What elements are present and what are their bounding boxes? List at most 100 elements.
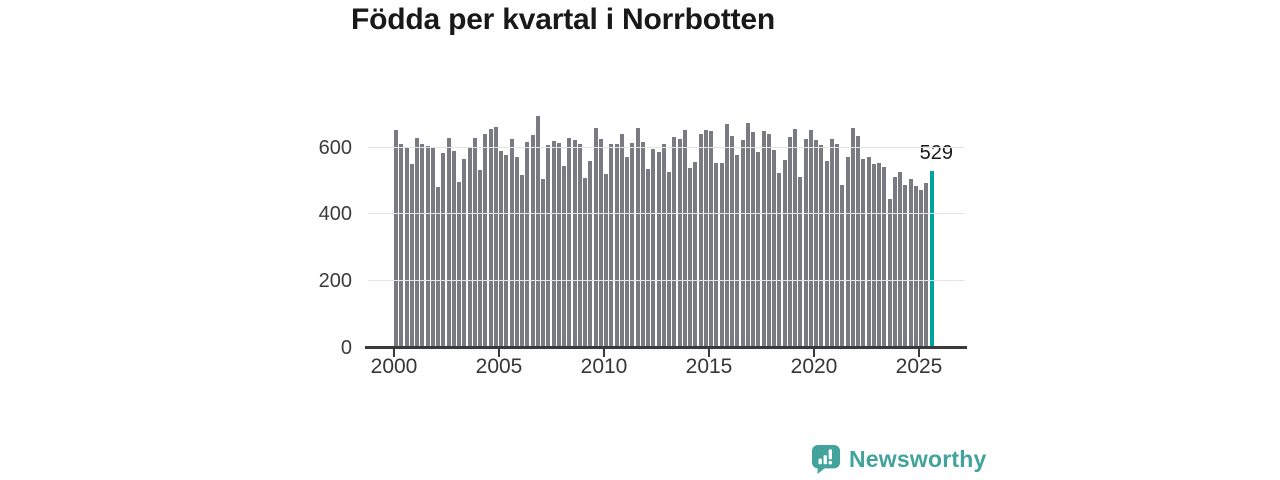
bar-quarter	[656, 151, 661, 348]
bar-quarter	[682, 130, 687, 348]
x-tick-2010	[603, 348, 605, 357]
bar-quarter	[819, 144, 824, 348]
x-tick-label-2015: 2015	[685, 354, 733, 378]
bar-quarter	[677, 139, 682, 348]
bar-quarter	[871, 164, 876, 348]
bar-quarter	[551, 140, 556, 348]
bar-quarter	[493, 126, 498, 348]
bar-quarter	[488, 129, 493, 348]
bar-quarter	[877, 162, 881, 348]
bar-quarter	[530, 134, 535, 348]
bar-quarter	[829, 139, 834, 348]
bar-quarter	[698, 134, 703, 348]
bar-quarter	[640, 141, 645, 348]
bar-quarter	[483, 133, 488, 348]
bar-quarter	[787, 136, 792, 348]
bar-quarter	[462, 159, 467, 348]
bar-quarter	[467, 148, 472, 348]
bar-quarter	[619, 134, 624, 348]
bar-quarter	[514, 156, 519, 348]
y-tick-label-400: 400	[318, 203, 352, 226]
bar-quarter	[735, 154, 740, 348]
highlight-value-label: 529	[919, 142, 953, 165]
bar-quarter	[913, 185, 918, 348]
bar-quarter	[761, 130, 766, 348]
bar-quarter	[457, 181, 461, 348]
bar-quarter	[499, 150, 503, 348]
x-tick-label-2020: 2020	[790, 354, 838, 378]
bar-quarter	[451, 150, 456, 348]
bar-quarter	[856, 135, 860, 348]
bar-quarter	[609, 144, 614, 348]
gridline-200	[368, 280, 965, 282]
bar-quarter	[824, 160, 829, 348]
bar-quarter	[425, 145, 430, 348]
y-axis-labels: 0 200 400 600	[300, 115, 360, 360]
bar-quarter	[562, 165, 566, 348]
bar-quarter	[845, 156, 850, 348]
bar-quarter	[777, 172, 782, 348]
bar-quarter	[556, 142, 561, 348]
bar-quarter	[861, 159, 866, 348]
bar-quarter	[756, 151, 761, 348]
bar-quarter	[446, 138, 451, 348]
x-tick-label-2000: 2000	[370, 354, 418, 378]
y-tick-label-200: 200	[318, 270, 352, 293]
x-tick-2000	[393, 348, 395, 357]
bar-quarter	[430, 148, 435, 348]
x-tick-2005	[498, 348, 500, 357]
gridline-600	[368, 146, 965, 148]
bar-quarter	[808, 129, 813, 348]
bar-quarter	[924, 182, 929, 348]
bar-quarter	[441, 152, 446, 348]
bar-quarter	[593, 128, 598, 348]
x-axis-line	[365, 346, 967, 349]
bar-quarter	[766, 133, 771, 348]
bar-quarter	[651, 149, 656, 348]
bar-quarter	[850, 128, 855, 348]
bar-quarter	[814, 140, 818, 348]
bar-quarter	[409, 163, 414, 348]
bar-quarter	[703, 130, 708, 348]
x-tick-2025	[918, 348, 920, 357]
bar-quarter	[740, 140, 745, 348]
gridline-400	[368, 213, 965, 215]
bars-container	[394, 115, 934, 348]
y-tick-label-600: 600	[318, 136, 352, 159]
bar-quarter	[745, 122, 750, 348]
newsworthy-icon	[811, 444, 841, 475]
bar-quarter	[541, 178, 545, 348]
bar-quarter	[688, 168, 692, 348]
bar-quarter	[399, 143, 404, 348]
bar-quarter	[577, 143, 582, 348]
bar-quarter	[404, 148, 409, 348]
x-tick-label-2010: 2010	[580, 354, 628, 378]
bar-quarter	[635, 128, 640, 348]
newsworthy-wordmark: Newsworthy	[849, 446, 987, 472]
bar-quarter	[614, 143, 619, 348]
bar-quarter	[693, 161, 698, 348]
bar-quarter	[583, 178, 587, 348]
bar-quarter	[724, 124, 729, 348]
bar-quarter	[520, 174, 524, 348]
bar-quarter	[866, 156, 871, 348]
bar-quarter	[546, 144, 551, 348]
bar-quarter	[803, 138, 808, 348]
bar-quarter	[394, 130, 398, 348]
x-tick-label-2005: 2005	[475, 354, 523, 378]
bar-quarter	[588, 160, 593, 348]
newsworthy-logo-link[interactable]: Newsworthy	[811, 444, 986, 475]
x-tick-2020	[813, 348, 815, 357]
bar-quarter	[919, 189, 923, 348]
bar-quarter	[672, 136, 677, 348]
bar-quarter	[892, 176, 897, 348]
bar-quarter	[903, 184, 908, 348]
plot-area: 529 2000 2005 2010 2015 2020 2025	[365, 115, 967, 378]
bar-quarter	[793, 128, 797, 348]
bar-quarter	[714, 163, 719, 348]
bar-quarter	[525, 141, 530, 348]
x-tick-2015	[708, 348, 710, 357]
bar-quarter	[535, 116, 540, 348]
bar-quarter	[798, 176, 803, 348]
bar-quarter	[478, 170, 482, 348]
